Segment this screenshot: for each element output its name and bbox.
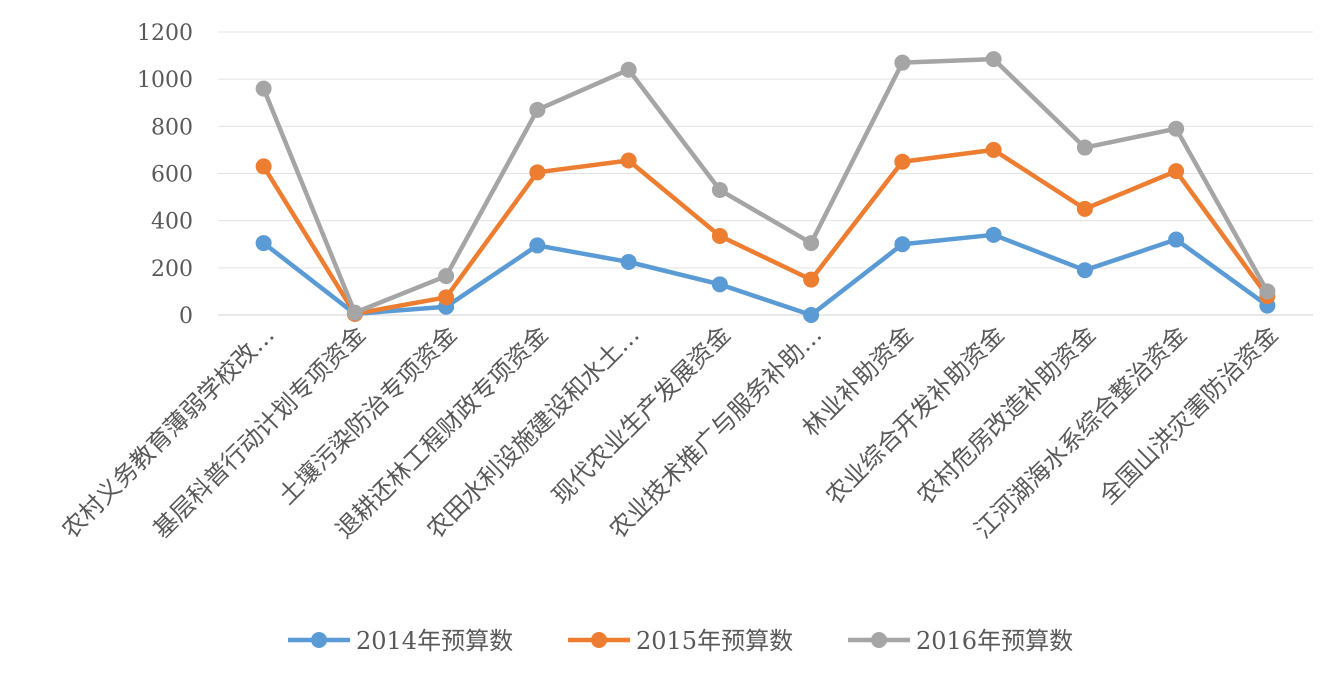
legend-label: 2016年预算数 [916,627,1073,655]
data-point [1168,120,1185,137]
legend-item: 2016年预算数 [848,627,1073,655]
data-point [803,271,820,288]
data-point [529,164,546,181]
data-point [1168,231,1185,248]
data-point [711,182,728,199]
legend-swatch-marker [871,632,887,648]
y-tick-label: 800 [151,115,193,140]
y-axis-tick-labels: 0 200 400 600 800 1000 1200 [137,21,193,329]
legend-label: 2014年预算数 [356,627,513,655]
y-tick-label: 0 [179,304,193,329]
data-point [438,268,455,285]
series-1 [255,226,1276,323]
legend-swatch-marker [311,632,327,648]
gridlines [218,31,1313,316]
legend-swatch-marker [591,632,607,648]
data-point [255,158,272,175]
data-point [985,51,1002,68]
data-point [985,141,1002,158]
data-point [711,276,728,293]
series-line [261,147,1270,317]
x-category-label: 现代农业生产发展资金 [547,320,737,510]
data-point [711,227,728,244]
data-point [346,304,363,321]
y-tick-label: 600 [151,163,193,188]
x-category-label: 全国山洪灾害防治资金 [1094,320,1284,510]
legend-label: 2015年预算数 [636,627,793,655]
data-point [1259,283,1276,300]
data-point [1076,139,1093,156]
data-point [1168,163,1185,180]
data-point [803,307,820,323]
data-point [894,54,911,71]
data-point [985,226,1002,243]
x-category-label: 农业综合开发补助资金 [820,320,1010,510]
x-axis-category-labels: 农村义务教育薄弱学校改…基层科普行动计划专项资金土壤污染防治专项资金退耕还林工程… [56,320,1283,543]
data-point [529,101,546,118]
data-point [620,61,637,78]
x-category-label: 土壤污染防治专项资金 [273,320,463,510]
data-point [1076,262,1093,279]
data-point [620,152,637,169]
y-tick-label: 1200 [137,21,193,46]
data-point [1076,200,1093,217]
series-line [261,232,1270,318]
data-point [255,80,272,97]
data-point [894,236,911,253]
data-point [894,153,911,170]
data-point [438,289,455,306]
data-point [255,235,272,252]
y-tick-label: 400 [151,210,193,235]
data-point [529,237,546,254]
series-3 [255,51,1276,321]
series-2 [255,141,1276,322]
series-lines [255,51,1276,323]
x-category-label: 农村危房改造补助资金 [912,320,1102,510]
y-tick-label: 200 [151,257,193,282]
legend: 2014年预算数 2015年预算数 2016年预算数 [288,627,1073,655]
legend-item: 2015年预算数 [568,627,793,655]
y-tick-label: 1000 [137,68,193,93]
data-point [620,253,637,270]
data-point [803,235,820,252]
series-line [261,56,1270,315]
legend-item: 2014年预算数 [288,627,513,655]
